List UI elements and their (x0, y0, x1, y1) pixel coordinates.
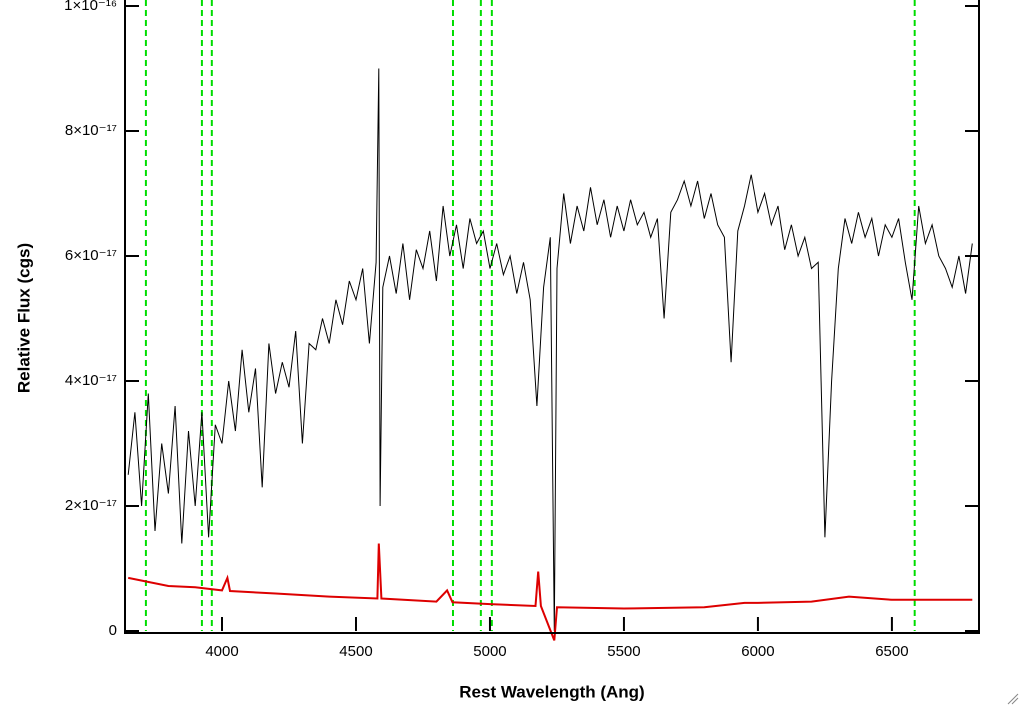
y-tick-label: 6×10⁻¹⁷ (65, 247, 117, 264)
y-tick-label: 4×10⁻¹⁷ (65, 372, 117, 389)
y-tick-label: 1×10⁻¹⁶ (64, 0, 117, 14)
x-tick-label: 4000 (205, 643, 238, 660)
y-axis-label: Relative Flux (cgs) (14, 243, 33, 393)
x-tick-label: 6000 (741, 643, 774, 660)
y-tick-label: 8×10⁻¹⁷ (65, 122, 117, 139)
spectrum-line (128, 543, 973, 641)
x-tick-label: 6500 (875, 643, 908, 660)
x-tick-label: 4500 (339, 643, 372, 660)
spectrum-line (127, 68, 973, 632)
x-tick-label: 5000 (473, 643, 506, 660)
y-tick-label: 0 (109, 622, 117, 639)
resize-grip (1007, 693, 1019, 705)
x-axis-label: Rest Wavelength (Ang) (459, 682, 644, 701)
y-tick-label: 2×10⁻¹⁷ (65, 497, 117, 514)
x-tick-label: 5500 (607, 643, 640, 660)
plot-frame (124, 0, 980, 634)
plot-area (127, 0, 973, 641)
